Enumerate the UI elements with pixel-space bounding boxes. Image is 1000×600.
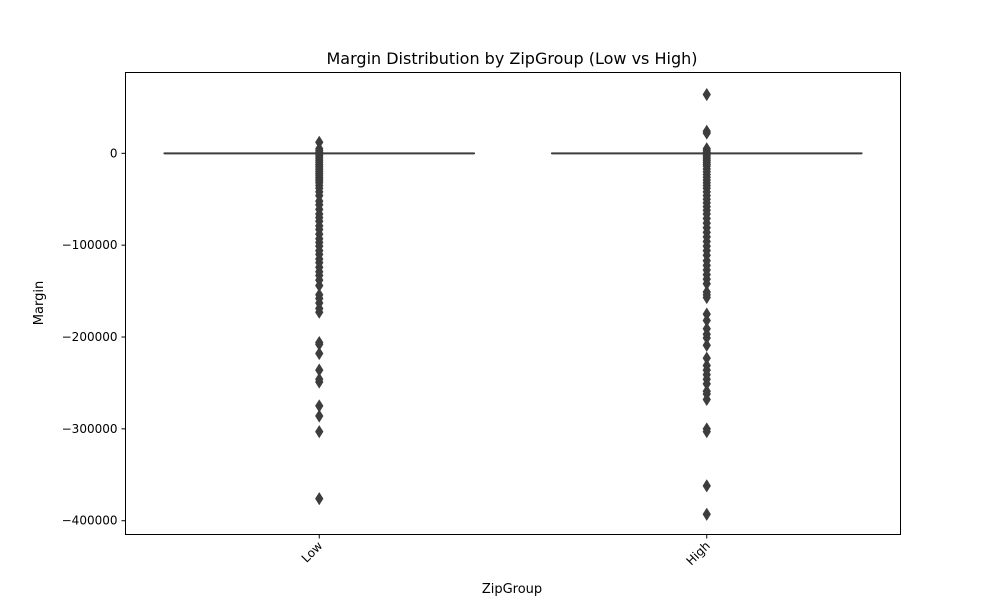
x-axis-label: ZipGroup (482, 582, 542, 597)
chart-title: Margin Distribution by ZipGroup (Low vs … (327, 49, 698, 68)
outlier-point (315, 346, 324, 361)
y-tick-label: 0 (110, 146, 118, 160)
box-high (551, 87, 863, 521)
outlier-point (702, 290, 711, 305)
box-low (163, 135, 475, 506)
y-tick-label: −400000 (62, 514, 118, 528)
outlier-point (702, 87, 711, 102)
outlier-point (315, 305, 324, 319)
outlier-point (315, 425, 324, 439)
outlier-point (702, 507, 711, 521)
plot-area (163, 87, 863, 521)
outlier-point (315, 375, 324, 389)
outlier-point (702, 126, 711, 140)
outlier-point (315, 492, 324, 506)
y-axis: 0 −100000 −200000 −300000 −400000 (62, 146, 126, 528)
outlier-point (702, 392, 711, 407)
plot-frame (125, 72, 901, 535)
y-tick-label: −200000 (62, 330, 118, 344)
y-tick-label: −100000 (62, 238, 118, 252)
outlier-point (702, 338, 711, 352)
x-tick-label: Low (299, 539, 326, 566)
y-axis-label: Margin (32, 281, 47, 325)
x-tick-label: High (683, 539, 712, 568)
x-axis: Low High (299, 534, 713, 568)
outlier-point (315, 409, 324, 423)
outlier-point (702, 479, 711, 493)
outlier-point (702, 425, 711, 439)
y-tick-label: −300000 (62, 422, 118, 436)
